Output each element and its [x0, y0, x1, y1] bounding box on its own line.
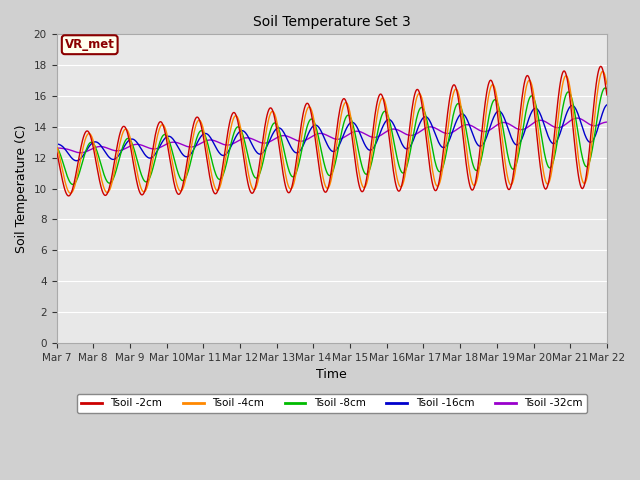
- Y-axis label: Soil Temperature (C): Soil Temperature (C): [15, 124, 28, 253]
- Text: VR_met: VR_met: [65, 38, 115, 51]
- X-axis label: Time: Time: [316, 368, 347, 381]
- Title: Soil Temperature Set 3: Soil Temperature Set 3: [253, 15, 411, 29]
- Legend: Tsoil -2cm, Tsoil -4cm, Tsoil -8cm, Tsoil -16cm, Tsoil -32cm: Tsoil -2cm, Tsoil -4cm, Tsoil -8cm, Tsoi…: [77, 394, 587, 413]
